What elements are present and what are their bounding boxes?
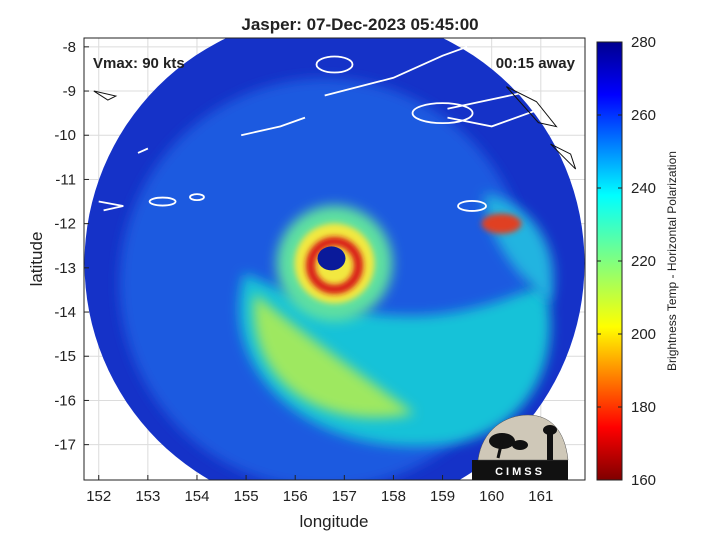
colorbar-tick-label: 280 — [631, 34, 656, 51]
y-tick-label: -13 — [54, 260, 76, 277]
island-outline — [148, 196, 177, 207]
colorbar: 160 180 200 220 240 260 280 Brightness Temp - … — [596, 34, 679, 489]
island-outline — [457, 200, 487, 212]
colorbar-tick-label: 180 — [631, 399, 656, 416]
island-outline — [189, 193, 205, 202]
x-axis: 152 153 154 155 156 157 158 159 160 161 — [86, 475, 553, 505]
plot-frame — [83, 37, 586, 481]
island-outline — [315, 55, 354, 74]
x-tick-label: 155 — [234, 488, 259, 505]
x-tick-label: 158 — [381, 488, 406, 505]
coastline-outside — [506, 86, 558, 128]
y-tick-label: -17 — [54, 437, 76, 454]
x-tick-label: 152 — [86, 488, 111, 505]
x-tick-label: 154 — [184, 488, 209, 505]
x-tick-label: 157 — [332, 488, 357, 505]
y-tick-label: -11 — [55, 171, 76, 188]
colorbar-tick-label: 200 — [631, 326, 656, 343]
storm-eye — [317, 246, 346, 271]
y-tick-label: -16 — [54, 392, 76, 409]
vmax-annotation: Vmax: 90 kts — [93, 55, 185, 72]
x-tick-label: 161 — [528, 488, 553, 505]
colorbar-label: Brightness Temp - Horizontal Polarizatio… — [665, 151, 679, 371]
y-tick-label: -8 — [63, 39, 76, 56]
x-tick-label: 160 — [479, 488, 504, 505]
coastline — [241, 116, 306, 137]
colorbar-tick-label: 240 — [631, 180, 656, 197]
coastline — [324, 45, 468, 97]
x-axis-label: longitude — [299, 512, 368, 531]
island-outline — [411, 102, 474, 125]
chart-title: Jasper: 07-Dec-2023 05:45:00 — [241, 15, 478, 34]
eyewall-ring — [306, 236, 363, 294]
y-tick-label: -9 — [63, 83, 76, 100]
svg-text:CIMSS: CIMSS — [495, 466, 545, 478]
y-tick-label: -14 — [54, 304, 76, 321]
y-tick-label: -10 — [54, 127, 76, 144]
y-tick-label: -12 — [54, 216, 76, 233]
coastline — [137, 147, 149, 154]
convection-east — [481, 213, 522, 234]
colorbar-ticks: 160 180 200 220 240 260 280 — [597, 34, 656, 489]
coastline — [447, 89, 543, 128]
brightness-temp-swath — [84, 38, 585, 480]
y-axis: -8 -9 -10 -11 -12 -13 -14 -15 -16 -17 — [54, 39, 89, 454]
y-axis-label: latitude — [27, 232, 46, 287]
x-tick-label: 153 — [135, 488, 160, 505]
coastline-outside — [550, 143, 577, 170]
rainband-inner — [253, 293, 415, 418]
land-outlines — [93, 45, 577, 212]
time-offset-annotation: 00:15 away — [496, 55, 576, 72]
y-tick-label: -15 — [54, 348, 76, 365]
cimss-logo: CIMSS — [472, 414, 569, 480]
x-tick-label: 159 — [430, 488, 455, 505]
coastline — [98, 200, 124, 212]
colorbar-tick-label: 260 — [631, 107, 656, 124]
x-tick-label: 156 — [283, 488, 308, 505]
colorbar-tick-label: 220 — [631, 253, 656, 270]
colorbar-tick-label: 160 — [631, 472, 656, 489]
coastline-outside — [93, 90, 118, 101]
swath-layer — [84, 38, 585, 480]
